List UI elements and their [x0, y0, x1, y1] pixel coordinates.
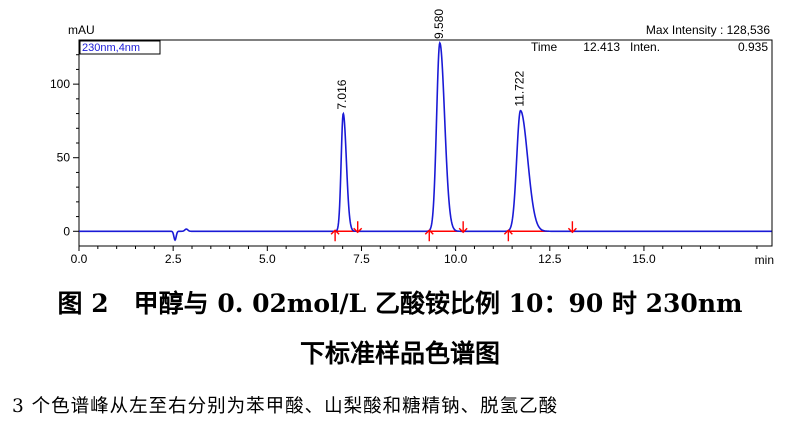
peak-label: 9.580 — [432, 9, 446, 39]
figure-note: 3 个色谱峰从左至右分别为苯甲酸、山梨酸和糖精钠、脱氢乙酸 — [12, 396, 559, 417]
time-value: 12.413 — [583, 40, 620, 54]
channel-label: 230nm,4nm — [82, 42, 140, 54]
peak-label: 11.722 — [512, 70, 526, 106]
peak-start-marker — [503, 229, 513, 242]
x-tick-label: 0.0 — [71, 252, 88, 266]
figure-caption-line1: 图 2 甲醇与 0. 02mol/L 乙酸铵比例 10：90 时 230nm — [57, 289, 743, 318]
peak-end-marker — [458, 221, 468, 234]
peak-end-marker — [567, 221, 577, 234]
x-tick-label: 2.5 — [165, 252, 182, 266]
peak-start-marker — [330, 229, 340, 242]
x-tick-label: 7.5 — [353, 252, 370, 266]
x-tick-label: 15.0 — [632, 252, 656, 266]
x-tick-label: 12.5 — [538, 252, 562, 266]
x-tick-label: 5.0 — [259, 252, 276, 266]
peak-label: 7.016 — [335, 79, 349, 109]
y-tick-label: 50 — [57, 151, 71, 165]
plot-frame — [78, 39, 773, 247]
x-tick-label: 10.0 — [444, 252, 468, 266]
peak-end-marker — [353, 221, 363, 234]
peak-start-marker — [424, 229, 434, 242]
inten-label: Inten. — [630, 40, 660, 54]
max-intensity-text: Max Intensity : 128,536 — [646, 23, 770, 37]
channel-label-box — [79, 40, 161, 55]
y-tick-label: 0 — [63, 224, 70, 238]
time-label: Time — [531, 40, 558, 54]
x-unit-label: min — [755, 253, 774, 267]
inten-value: 0.935 — [738, 40, 768, 54]
chromatogram-trace — [79, 41, 772, 242]
figure-caption-line2: 下标准样品色谱图 — [299, 339, 500, 368]
chromatogram-chart: 0.0 2.5 5.0 7.5 10.0 12.5 15.0 0 50 100 7.016 9.58… — [50, 9, 774, 267]
y-unit-label: mAU — [68, 23, 95, 37]
y-tick-label: 100 — [50, 77, 70, 91]
